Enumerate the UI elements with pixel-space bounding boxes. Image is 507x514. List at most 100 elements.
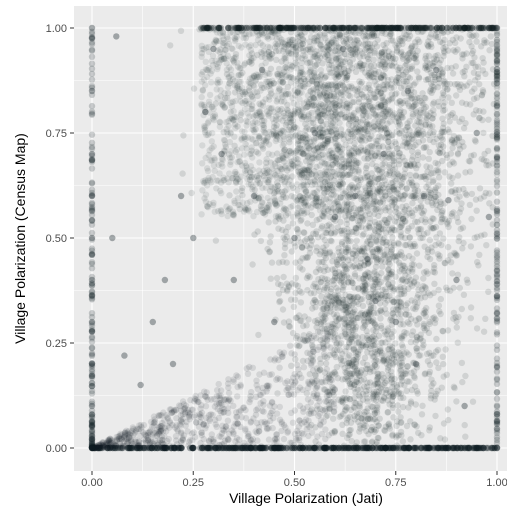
data-point [399, 53, 406, 60]
data-point [493, 84, 501, 92]
data-point [208, 79, 215, 86]
data-point [230, 444, 237, 452]
data-point [375, 175, 383, 182]
data-point [288, 24, 295, 32]
data-point [421, 371, 428, 378]
data-point [346, 24, 353, 32]
data-point [316, 287, 323, 295]
data-point [314, 24, 322, 32]
data-point [405, 24, 412, 32]
data-point [321, 284, 328, 292]
data-point [109, 444, 116, 452]
data-point [335, 444, 342, 452]
data-point [391, 138, 399, 146]
data-point [88, 131, 96, 138]
data-point [435, 174, 443, 181]
data-point [378, 325, 385, 332]
data-point [200, 444, 208, 452]
data-point [410, 279, 418, 286]
data-point [88, 400, 96, 407]
data-point [228, 444, 235, 452]
data-point [256, 444, 264, 452]
data-point [257, 444, 264, 452]
data-point [186, 444, 194, 452]
data-point [423, 268, 430, 275]
data-point [262, 59, 269, 67]
data-point [88, 411, 96, 418]
data-point [349, 56, 356, 63]
data-point [88, 91, 96, 99]
data-point [406, 320, 413, 327]
data-point [348, 444, 356, 452]
data-point [394, 170, 401, 177]
data-point [258, 444, 266, 452]
data-point [438, 444, 446, 452]
data-point [321, 268, 328, 275]
data-point [439, 136, 446, 143]
data-point [291, 444, 298, 452]
data-point [88, 165, 96, 172]
data-point [322, 315, 329, 322]
data-point [463, 63, 470, 70]
data-point [175, 444, 182, 452]
data-point [88, 326, 96, 333]
data-point [384, 444, 392, 452]
data-point [354, 24, 361, 32]
data-point [336, 444, 343, 452]
data-point [371, 349, 379, 356]
data-point [477, 195, 484, 202]
data-point [420, 144, 427, 151]
data-point [273, 274, 281, 282]
data-point [402, 161, 410, 168]
data-point [432, 34, 439, 41]
data-point [341, 325, 348, 332]
data-point [486, 200, 493, 207]
data-point [268, 259, 276, 266]
data-point [453, 398, 460, 405]
data-point [337, 227, 344, 234]
data-point [255, 444, 263, 452]
data-point [472, 107, 480, 114]
data-point [449, 444, 456, 452]
data-point [273, 444, 281, 452]
data-point [360, 61, 368, 68]
data-point [425, 444, 432, 452]
data-point [285, 318, 293, 325]
data-point [389, 444, 396, 452]
data-point [352, 252, 359, 259]
data-point [479, 24, 486, 32]
data-point [443, 85, 451, 93]
data-points [88, 24, 501, 452]
data-point [275, 24, 282, 32]
data-point [454, 339, 461, 346]
data-point [461, 24, 469, 32]
data-point [477, 24, 485, 32]
data-point [483, 242, 490, 249]
data-point [299, 255, 306, 262]
data-point [252, 444, 259, 452]
data-point [189, 444, 196, 452]
data-point [320, 444, 327, 452]
data-point [394, 74, 401, 82]
data-point [104, 444, 111, 452]
data-point [359, 396, 367, 403]
data-point [328, 238, 335, 245]
data-point [390, 444, 397, 452]
data-point [456, 118, 463, 125]
data-point [95, 444, 103, 452]
data-point [128, 444, 136, 452]
data-point [339, 350, 346, 358]
data-point [469, 398, 477, 405]
data-point [381, 63, 388, 71]
data-point [359, 24, 366, 32]
data-point [366, 81, 373, 88]
data-point [468, 190, 476, 198]
data-point [440, 143, 447, 150]
data-point [346, 261, 353, 268]
data-point [88, 295, 96, 302]
data-point [208, 444, 215, 452]
data-point [88, 296, 96, 303]
data-point [444, 126, 452, 133]
data-point [177, 444, 185, 452]
